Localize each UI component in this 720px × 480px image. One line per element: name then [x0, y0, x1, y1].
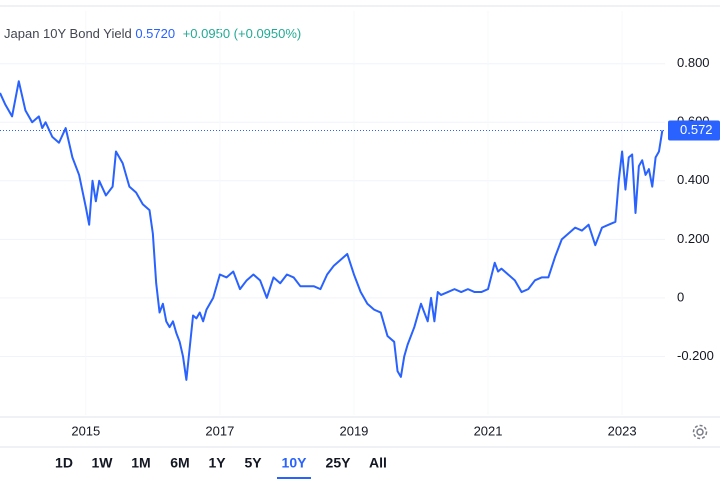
y-tick-label: 0.800 [677, 55, 710, 70]
y-tick-label: -0.200 [677, 348, 714, 363]
header: Japan 10Y Bond Yield 0.5720 +0.0950 (+0.… [4, 26, 301, 41]
range-button[interactable]: 1D [55, 455, 73, 471]
range-button[interactable]: 5Y [244, 455, 262, 471]
range-button[interactable]: 25Y [326, 455, 352, 471]
x-tick-label: 2023 [608, 423, 637, 438]
x-tick-label: 2017 [205, 423, 234, 438]
y-tick-label: 0.200 [677, 231, 710, 246]
change: +0.0950 (+0.0950%) [183, 26, 302, 41]
line-series [0, 80, 664, 381]
y-tick-label: 0.400 [677, 172, 710, 187]
range-button[interactable]: All [369, 455, 387, 471]
last-price-box [668, 120, 720, 141]
x-tick-label: 2015 [71, 423, 100, 438]
x-tick-label: 2021 [474, 423, 503, 438]
range-button[interactable]: 1W [92, 455, 114, 471]
chart-title: Japan 10Y Bond Yield [4, 26, 132, 41]
range-button[interactable]: 6M [170, 455, 189, 471]
settings-icon[interactable] [692, 424, 708, 440]
range-button[interactable]: 10Y [282, 455, 308, 471]
range-button[interactable]: 1M [131, 455, 150, 471]
last-price: 0.5720 [135, 26, 175, 41]
last-price-label: 0.572 [680, 122, 713, 137]
y-tick-label: 0 [677, 289, 684, 304]
range-button[interactable]: 1Y [208, 455, 226, 471]
x-tick-label: 2019 [339, 423, 368, 438]
